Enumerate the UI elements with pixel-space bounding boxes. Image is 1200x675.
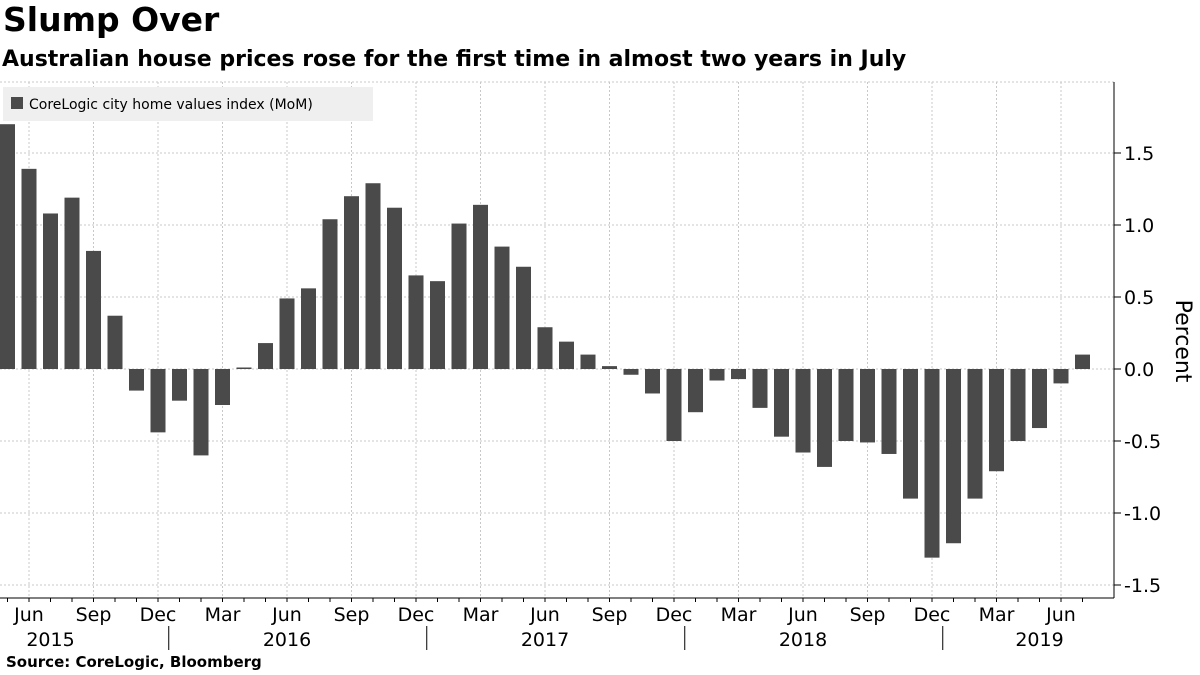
bar	[430, 281, 445, 369]
x-tick-label: Jun	[13, 604, 44, 626]
x-tick-label: Jun	[271, 604, 302, 626]
x-year-label: 2019	[1015, 629, 1063, 651]
x-year-label: 2018	[779, 629, 827, 651]
y-tick-label: -1.0	[1124, 503, 1161, 525]
bar	[322, 219, 338, 369]
bar	[774, 369, 789, 437]
bar	[924, 369, 940, 558]
y-tick-label: 1.0	[1124, 215, 1154, 237]
bar	[903, 369, 918, 499]
bar	[623, 369, 639, 375]
axes: 1.5 1.0 0.5 0.0 -0.5 -1.0 -1.5 Jun Sep Dec Mar Jun S…	[0, 82, 1161, 651]
bar	[193, 369, 209, 456]
bar	[279, 298, 295, 369]
bar	[709, 369, 725, 381]
legend: CoreLogic city home values index (MoM)	[3, 87, 373, 121]
x-tick-label: Dec	[914, 604, 951, 626]
bar	[688, 369, 703, 413]
bar	[967, 369, 983, 499]
legend-label: CoreLogic city home values index (MoM)	[29, 97, 313, 113]
bar	[64, 197, 80, 369]
bar	[365, 183, 381, 369]
bar	[21, 168, 37, 369]
bar	[537, 327, 553, 369]
bar	[172, 369, 187, 401]
bar	[838, 369, 854, 441]
y-axis-title: Percent	[1170, 300, 1195, 383]
bar	[150, 369, 166, 433]
bar	[881, 369, 897, 454]
bar	[516, 266, 531, 369]
x-tick-label: Mar	[979, 604, 1015, 626]
bar	[731, 369, 746, 380]
x-tick-label: Sep	[76, 604, 112, 626]
y-tick-label: -0.5	[1124, 431, 1161, 453]
x-year-label: 2017	[521, 629, 569, 651]
x-tick-label: Dec	[398, 604, 435, 626]
bar	[43, 213, 58, 369]
bar	[1010, 369, 1026, 441]
bar	[236, 367, 252, 369]
x-tick-label: Jun	[787, 604, 818, 626]
x-tick-label: Dec	[140, 604, 177, 626]
legend-swatch	[11, 97, 23, 109]
bar	[86, 250, 101, 369]
bar	[946, 369, 961, 544]
bar	[301, 288, 316, 369]
bar	[580, 354, 596, 369]
x-tick-label: Mar	[463, 604, 499, 626]
y-tick-label: 0.5	[1124, 287, 1154, 309]
bar	[602, 366, 617, 369]
x-tick-label: Mar	[205, 604, 241, 626]
bar	[387, 207, 402, 369]
bar	[0, 124, 15, 369]
bar	[494, 246, 510, 369]
bar	[258, 343, 273, 369]
y-tick-label: 0.0	[1124, 359, 1154, 381]
bar	[473, 204, 488, 369]
legend-background	[3, 87, 373, 121]
y-tick-label: 1.5	[1124, 143, 1154, 165]
bar	[1053, 369, 1069, 384]
x-tick-label: Sep	[592, 604, 628, 626]
bar	[860, 369, 875, 443]
x-tick-label: Dec	[656, 604, 693, 626]
x-tick-label: Jun	[1045, 604, 1076, 626]
x-year-label: 2015	[26, 629, 74, 651]
x-tick-label: Mar	[721, 604, 757, 626]
bar	[817, 369, 832, 467]
bar	[344, 196, 359, 369]
bar	[408, 275, 424, 369]
bar	[795, 369, 811, 453]
source-note: Source: CoreLogic, Bloomberg	[6, 653, 262, 671]
x-tick-label: Sep	[850, 604, 886, 626]
bar	[989, 369, 1004, 472]
bar	[752, 369, 768, 408]
bar	[451, 223, 467, 369]
bar	[1075, 354, 1090, 369]
bar	[129, 369, 144, 391]
bar	[645, 369, 660, 394]
y-tick-label: -1.5	[1124, 575, 1161, 597]
bar	[215, 369, 230, 405]
bar	[107, 315, 123, 369]
x-tick-label: Sep	[334, 604, 370, 626]
bar	[666, 369, 682, 441]
x-year-label: 2016	[263, 629, 311, 651]
chart-subtitle: Australian house prices rose for the fir…	[2, 47, 907, 72]
x-tick-label: Jun	[529, 604, 560, 626]
chart-title: Slump Over	[3, 0, 220, 39]
bar	[1032, 369, 1047, 429]
bar	[559, 341, 574, 369]
bar-series	[0, 124, 1090, 558]
